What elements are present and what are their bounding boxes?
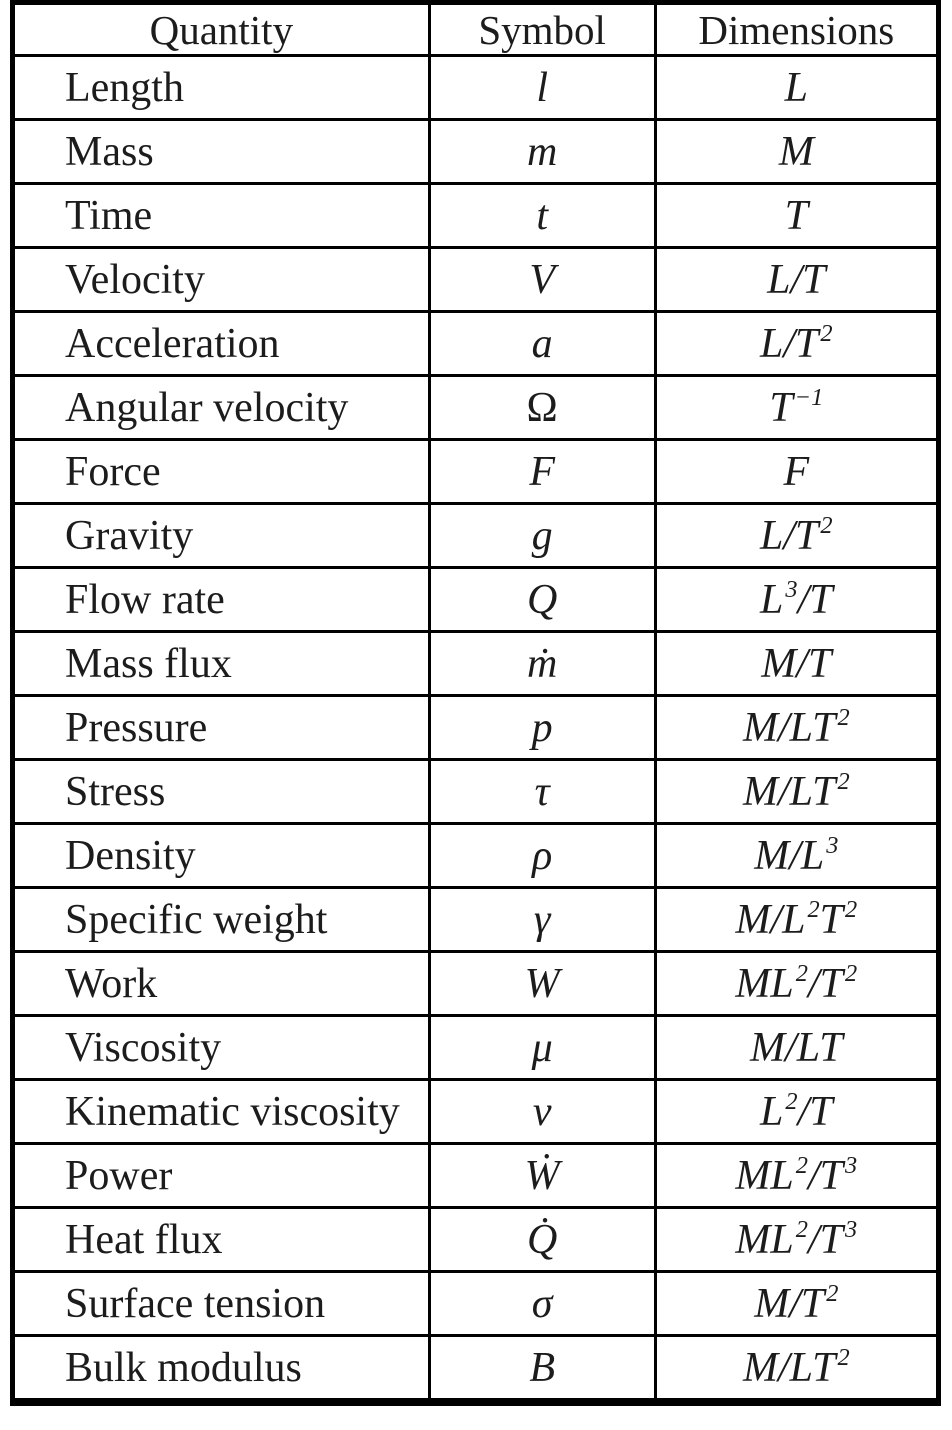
- dimensions-cell: M/L2T2: [653, 886, 941, 953]
- symbol-cell: V: [427, 246, 657, 313]
- quantity-cell: Mass: [11, 118, 431, 185]
- quantity-cell: Velocity: [11, 246, 431, 313]
- dimensions-cell: ML2/T3: [653, 1142, 941, 1209]
- dimensions-cell: M/LT2: [653, 1334, 941, 1404]
- symbol-cell: Ω: [427, 374, 657, 441]
- symbol-cell: m: [427, 118, 657, 185]
- table-row: Specific weight γ M/L2T2: [11, 886, 941, 953]
- quantity-cell: Pressure: [11, 694, 431, 761]
- table-row: Density ρ M/L3: [11, 822, 941, 889]
- dimensions-cell: ML2/T3: [653, 1206, 941, 1273]
- table-row: Acceleration a L/T2: [11, 310, 941, 377]
- quantity-cell: Force: [11, 438, 431, 505]
- dimensions-cell: L/T2: [653, 310, 941, 377]
- table-row: Work W ML2/T2: [11, 950, 941, 1017]
- quantity-cell: Kinematic viscosity: [11, 1078, 431, 1145]
- table-row: Heat flux Q̇ ML2/T3: [11, 1206, 941, 1273]
- symbol-cell: ν: [427, 1078, 657, 1145]
- quantity-cell: Viscosity: [11, 1014, 431, 1081]
- table-body: Length l L Mass m M Time t T Velocity V …: [11, 54, 941, 1404]
- table-row: Mass flux ṁ M/T: [11, 630, 941, 697]
- header-row: Quantity Symbol Dimensions: [11, 1, 941, 57]
- dimensions-cell: T−1: [653, 374, 941, 441]
- table-row: Bulk modulus B M/LT2: [11, 1334, 941, 1404]
- dimensions-cell: M/LT2: [653, 694, 941, 761]
- symbol-cell: μ: [427, 1014, 657, 1081]
- dimensions-cell: L2/T: [653, 1078, 941, 1145]
- quantity-cell: Time: [11, 182, 431, 249]
- symbol-cell: F: [427, 438, 657, 505]
- header-symbol: Symbol: [427, 1, 657, 57]
- symbol-cell: l: [427, 54, 657, 121]
- quantity-cell: Gravity: [11, 502, 431, 569]
- header-dimensions: Dimensions: [653, 1, 941, 57]
- table-row: Time t T: [11, 182, 941, 249]
- table-row: Mass m M: [11, 118, 941, 185]
- quantity-cell: Specific weight: [11, 886, 431, 953]
- quantity-cell: Mass flux: [11, 630, 431, 697]
- table-row: Pressure p M/LT2: [11, 694, 941, 761]
- symbol-cell: ṁ: [427, 630, 657, 697]
- dimensions-cell: L/T2: [653, 502, 941, 569]
- symbol-cell: γ: [427, 886, 657, 953]
- table-row: Gravity g L/T2: [11, 502, 941, 569]
- quantity-cell: Angular velocity: [11, 374, 431, 441]
- dimensions-cell: L: [653, 54, 941, 121]
- symbol-cell: B: [427, 1334, 657, 1404]
- table-row: Velocity V L/T: [11, 246, 941, 313]
- symbol-cell: p: [427, 694, 657, 761]
- dimensions-cell: F: [653, 438, 941, 505]
- dimensions-cell: L/T: [653, 246, 941, 313]
- quantity-cell: Power: [11, 1142, 431, 1209]
- quantity-cell: Density: [11, 822, 431, 889]
- symbol-cell: a: [427, 310, 657, 377]
- symbol-cell: Ẇ: [427, 1142, 657, 1209]
- table-row: Kinematic viscosity ν L2/T: [11, 1078, 941, 1145]
- quantity-cell: Stress: [11, 758, 431, 825]
- table-row: Flow rate Q L3/T: [11, 566, 941, 633]
- table-row: Angular velocity Ω T−1: [11, 374, 941, 441]
- quantity-cell: Heat flux: [11, 1206, 431, 1273]
- dimensions-cell: M/T2: [653, 1270, 941, 1337]
- symbol-cell: τ: [427, 758, 657, 825]
- header-quantity: Quantity: [11, 1, 431, 57]
- quantity-cell: Length: [11, 54, 431, 121]
- dimensions-cell: M/L3: [653, 822, 941, 889]
- dimensions-cell: M/T: [653, 630, 941, 697]
- quantity-cell: Surface tension: [11, 1270, 431, 1337]
- dimensions-table: Quantity Symbol Dimensions Length l L Ma…: [10, 0, 941, 1406]
- symbol-cell: ρ: [427, 822, 657, 889]
- symbol-cell: t: [427, 182, 657, 249]
- table-row: Power Ẇ ML2/T3: [11, 1142, 941, 1209]
- quantity-cell: Flow rate: [11, 566, 431, 633]
- dimensions-cell: M: [653, 118, 941, 185]
- table-row: Stress τ M/LT2: [11, 758, 941, 825]
- symbol-cell: Q̇: [427, 1206, 657, 1273]
- dimensions-cell: M/LT: [653, 1014, 941, 1081]
- quantity-cell: Acceleration: [11, 310, 431, 377]
- symbol-cell: g: [427, 502, 657, 569]
- symbol-cell: Q: [427, 566, 657, 633]
- quantity-cell: Work: [11, 950, 431, 1017]
- table-row: Length l L: [11, 54, 941, 121]
- dimensions-cell: L3/T: [653, 566, 941, 633]
- symbol-cell: W: [427, 950, 657, 1017]
- dimensions-cell: T: [653, 182, 941, 249]
- table-row: Force F F: [11, 438, 941, 505]
- symbol-cell: σ: [427, 1270, 657, 1337]
- dimensions-cell: ML2/T2: [653, 950, 941, 1017]
- table-row: Viscosity μ M/LT: [11, 1014, 941, 1081]
- quantity-cell: Bulk modulus: [11, 1334, 431, 1404]
- table-row: Surface tension σ M/T2: [11, 1270, 941, 1337]
- dimensions-cell: M/LT2: [653, 758, 941, 825]
